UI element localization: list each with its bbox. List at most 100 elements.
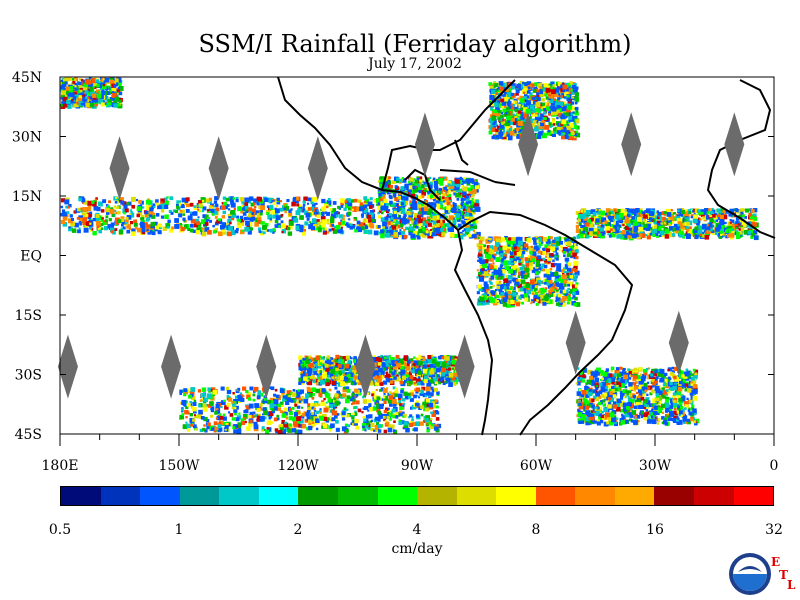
rain-pixel	[563, 112, 568, 118]
rain-pixel	[548, 84, 551, 87]
rain-pixel	[259, 230, 263, 234]
rain-pixel	[405, 226, 409, 231]
rain-pixel	[326, 211, 330, 216]
rain-pixel	[556, 126, 561, 131]
rain-pixel	[113, 84, 117, 88]
rain-pixel	[404, 357, 408, 362]
rain-pixel	[306, 356, 310, 361]
rain-pixel	[299, 224, 304, 230]
rain-pixel	[673, 223, 678, 228]
rain-pixel	[311, 358, 314, 362]
rain-pixel	[709, 221, 712, 224]
rain-pixel	[505, 111, 508, 115]
rain-pixel	[680, 232, 685, 237]
rain-pixel	[749, 208, 753, 212]
rain-pixel	[301, 231, 306, 236]
rain-pixel	[534, 112, 538, 115]
rain-pixel	[575, 106, 579, 111]
rain-pixel	[341, 370, 345, 374]
rain-pixel	[355, 379, 359, 383]
rain-pixel	[592, 230, 597, 235]
rain-pixel	[739, 231, 743, 235]
rain-pixel	[399, 223, 404, 227]
rain-pixel	[215, 227, 218, 231]
rain-pixel	[595, 218, 600, 223]
rain-pixel	[269, 219, 273, 223]
rain-pixel	[748, 213, 752, 217]
rain-pixel	[441, 367, 446, 373]
rain-pixel	[308, 412, 312, 416]
rain-pixel	[306, 366, 309, 369]
rain-pixel	[131, 204, 136, 209]
rain-pixel	[518, 129, 523, 134]
rain-pixel	[109, 209, 115, 214]
rain-pixel	[677, 209, 680, 213]
rain-pixel	[681, 208, 685, 211]
rain-pixel	[447, 187, 450, 190]
rain-pixel	[418, 228, 423, 234]
rain-pixel	[314, 362, 319, 367]
rain-pixel	[312, 196, 318, 202]
rain-pixel	[413, 178, 416, 181]
rain-pixel	[218, 231, 223, 237]
rain-pixel	[398, 191, 402, 195]
rain-pixel	[396, 179, 400, 184]
rain-pixel	[264, 222, 269, 227]
rain-pixel	[374, 371, 379, 376]
rain-pixel	[239, 197, 245, 202]
rain-pixel	[660, 222, 663, 225]
rain-pixel	[67, 92, 73, 98]
rain-pixel	[330, 357, 333, 360]
rain-pixel	[734, 208, 738, 212]
rain-pixel	[346, 373, 351, 378]
rain-pixel	[78, 221, 82, 224]
rain-pixel	[94, 102, 98, 107]
rain-pixel	[87, 96, 90, 99]
rain-pixel	[413, 224, 417, 229]
rain-pixel	[360, 213, 364, 217]
rain-pixel	[398, 421, 403, 425]
rain-pixel	[588, 222, 594, 228]
rain-pixel	[529, 116, 532, 119]
rain-pixel	[665, 208, 671, 214]
rain-pixel	[82, 85, 88, 91]
rain-pixel	[578, 217, 584, 223]
rain-pixel	[347, 364, 351, 368]
rain-pixel	[97, 201, 103, 207]
rain-pixel	[533, 82, 538, 86]
rain-pixel	[410, 369, 415, 374]
rain-pixel	[452, 219, 457, 224]
rain-pixel	[580, 214, 585, 219]
rain-pixel	[682, 235, 686, 239]
rain-pixel	[463, 186, 469, 192]
rain-pixel	[316, 219, 320, 223]
rain-pixel	[224, 405, 229, 410]
rain-pixel	[614, 223, 620, 228]
rain-pixel	[347, 201, 353, 207]
rain-pixel	[442, 361, 447, 366]
rain-pixel	[729, 208, 734, 214]
rain-pixel	[431, 232, 436, 237]
rain-pixel	[535, 116, 539, 120]
rain-pixel	[383, 356, 387, 360]
rain-pixel	[570, 113, 574, 116]
rain-pixel	[321, 223, 326, 228]
rain-pixel	[526, 81, 531, 86]
rain-pixel	[659, 230, 665, 236]
rain-pixel	[424, 183, 429, 187]
rain-pixel	[633, 211, 637, 215]
rain-pixel	[221, 202, 225, 205]
rain-pixel	[510, 115, 513, 118]
rain-pixel	[452, 381, 457, 386]
rain-pixel	[187, 228, 191, 231]
rain-pixel	[150, 229, 154, 233]
rain-pixel	[490, 108, 493, 111]
rain-pixel	[190, 223, 194, 228]
rain-pixel	[444, 370, 449, 375]
rain-pixel	[400, 420, 405, 425]
rain-pixel	[589, 231, 594, 236]
rain-pixel	[315, 370, 320, 375]
rain-pixel	[574, 111, 579, 116]
rain-pixel	[684, 218, 687, 222]
rain-pixel	[571, 131, 575, 136]
